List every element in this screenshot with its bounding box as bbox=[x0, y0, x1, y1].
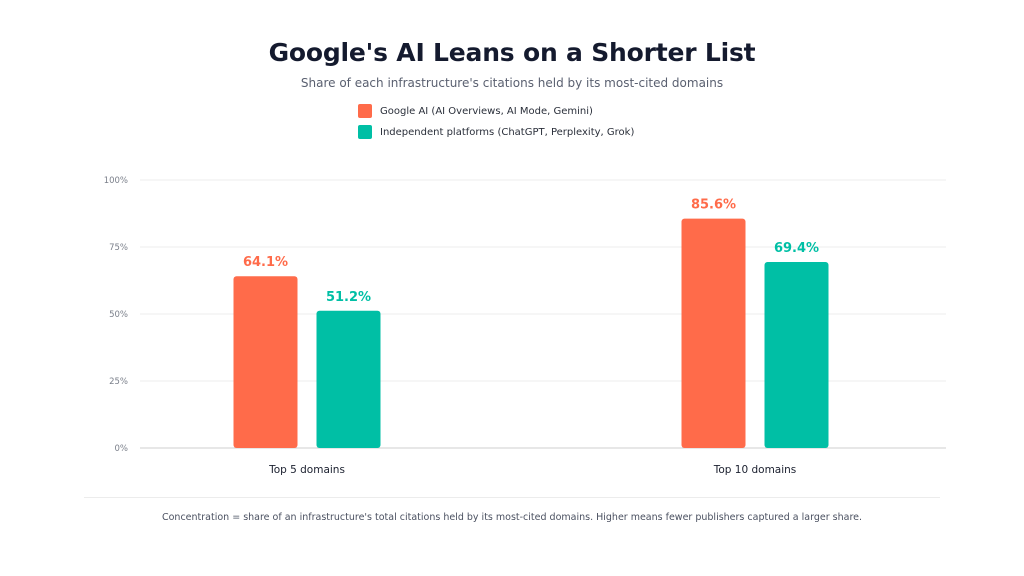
y-tick-label-50: 50% bbox=[109, 310, 128, 320]
data-label-independent-0: 51.2% bbox=[326, 290, 371, 305]
chart-subtitle: Share of each infrastructure's citations… bbox=[300, 76, 724, 90]
x-category-label-1: Top 10 domains bbox=[713, 464, 797, 476]
bar-independent-0 bbox=[316, 310, 381, 448]
chart-title: Google's AI Leans on a Shorter List bbox=[268, 38, 756, 67]
y-tick-label-100: 100% bbox=[104, 176, 128, 186]
y-tick-label-75: 75% bbox=[109, 243, 128, 253]
legend-item-independent-platforms: Independent platforms (ChatGPT, Perplexi… bbox=[358, 125, 634, 139]
footnote: Concentration = share of an infrastructu… bbox=[161, 512, 863, 523]
legend-item-google-ai: Google AI (AI Overviews, AI Mode, Gemini… bbox=[358, 104, 634, 118]
bar-independent-1 bbox=[764, 262, 829, 448]
legend-swatch-independent-platforms bbox=[358, 125, 372, 139]
bar-google-ai-0 bbox=[233, 276, 298, 448]
data-label-independent-1: 69.4% bbox=[774, 241, 819, 256]
chart-legend: Google AI (AI Overviews, AI Mode, Gemini… bbox=[358, 104, 634, 146]
data-label-google-ai-0: 64.1% bbox=[243, 255, 288, 270]
data-label-google-ai-1: 85.6% bbox=[691, 198, 736, 213]
legend-swatch-google-ai bbox=[358, 104, 372, 118]
bar-google-ai-1 bbox=[681, 218, 746, 448]
x-category-label-0: Top 5 domains bbox=[268, 464, 345, 476]
footer-divider bbox=[84, 497, 940, 498]
y-tick-label-25: 25% bbox=[109, 377, 128, 387]
legend-label-google-ai: Google AI (AI Overviews, AI Mode, Gemini… bbox=[380, 105, 593, 117]
y-tick-label-0: 0% bbox=[115, 444, 129, 454]
legend-label-independent-platforms: Independent platforms (ChatGPT, Perplexi… bbox=[380, 126, 635, 138]
